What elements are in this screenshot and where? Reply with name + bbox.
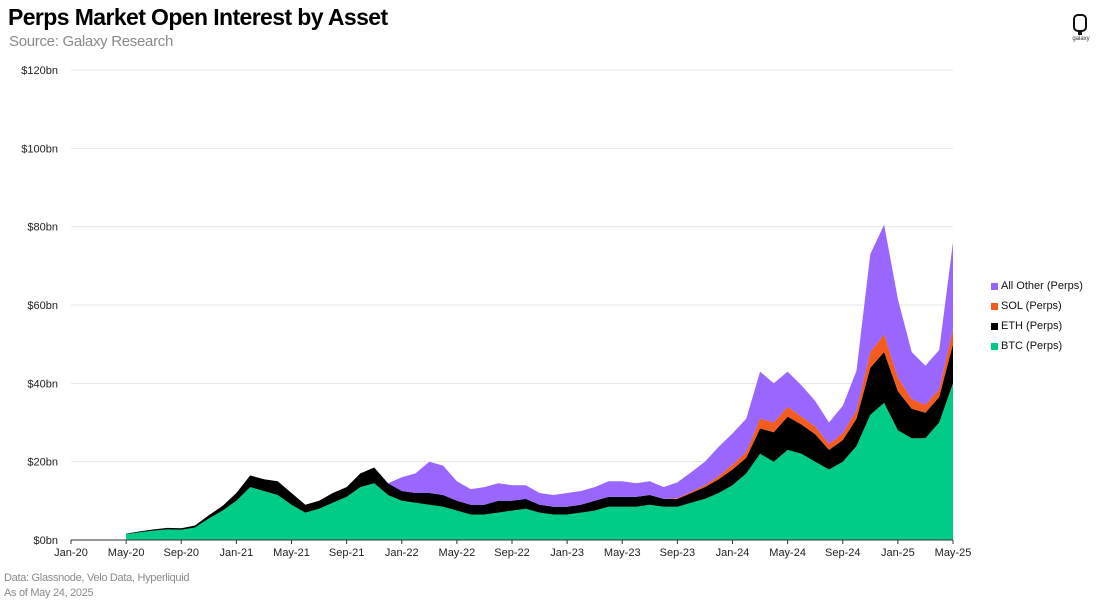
legend-swatch — [991, 282, 998, 290]
y-tick-label: $100bn — [21, 143, 58, 155]
x-tick-label: Jan-22 — [385, 547, 419, 559]
y-tick-label: $60bn — [27, 300, 58, 312]
x-tick-label: Jan-25 — [881, 547, 915, 559]
x-tick-label: May-22 — [439, 547, 476, 559]
legend-label: All Other (Perps) — [1001, 280, 1083, 292]
y-tick-label: $20bn — [27, 457, 58, 469]
legend: All Other (Perps) SOL (Perps) ETH (Perps) B… — [991, 276, 1083, 356]
y-tick-label: $40bn — [27, 378, 58, 390]
y-tick-label: $80bn — [27, 222, 58, 234]
legend-item: SOL (Perps) — [991, 296, 1083, 316]
area-eth-perps — [126, 344, 954, 535]
area-series-group — [126, 224, 954, 540]
x-tick-label: May-23 — [604, 547, 641, 559]
data-source-note: Data: Glassnode, Velo Data, Hyperliquid — [4, 572, 190, 584]
x-tick-label: May-21 — [273, 547, 310, 559]
y-tick-label: $0bn — [34, 535, 58, 547]
x-tick-label: Sep-22 — [494, 547, 529, 559]
axes: $0bn $20bn $40bn $60bn $80bn $100bn $120bn Jan-… — [21, 65, 971, 559]
chart-title: Perps Market Open Interest by Asset — [8, 4, 388, 30]
grid-lines — [71, 69, 953, 463]
legend-label: SOL (Perps) — [1001, 300, 1062, 312]
legend-item: All Other (Perps) — [991, 276, 1083, 296]
x-tick-label: Sep-23 — [660, 547, 695, 559]
x-tick-label: May-20 — [108, 547, 145, 559]
legend-swatch — [991, 322, 998, 330]
area-btc-perps — [126, 383, 954, 540]
x-tick-label: Jan-20 — [54, 547, 88, 559]
galaxy-logo: galaxy — [1066, 12, 1096, 52]
x-tick-label: Jan-23 — [550, 547, 584, 559]
legend-item: ETH (Perps) — [991, 316, 1083, 336]
legend-label: BTC (Perps) — [1001, 340, 1063, 352]
x-tick-label: Sep-20 — [164, 547, 199, 559]
legend-label: ETH (Perps) — [1001, 320, 1063, 332]
as-of-date-note: As of May 24, 2025 — [4, 587, 94, 599]
x-tick-label: Sep-24 — [825, 547, 860, 559]
x-tick-label: May-25 — [935, 547, 972, 559]
legend-swatch — [991, 302, 998, 310]
x-tick-label: Jan-21 — [220, 547, 254, 559]
y-tick-label: $120bn — [21, 65, 58, 77]
chart-subtitle: Source: Galaxy Research — [9, 33, 174, 50]
legend-item: BTC (Perps) — [991, 336, 1083, 356]
x-tick-label: Jan-24 — [716, 547, 750, 559]
x-tick-label: Sep-21 — [329, 547, 364, 559]
legend-swatch — [991, 342, 998, 350]
x-tick-label: May-24 — [769, 547, 806, 559]
area-all-other-perps — [126, 224, 954, 534]
galaxy-logo-text: galaxy — [1072, 36, 1090, 42]
galaxy-logo-icon — [1073, 14, 1087, 35]
